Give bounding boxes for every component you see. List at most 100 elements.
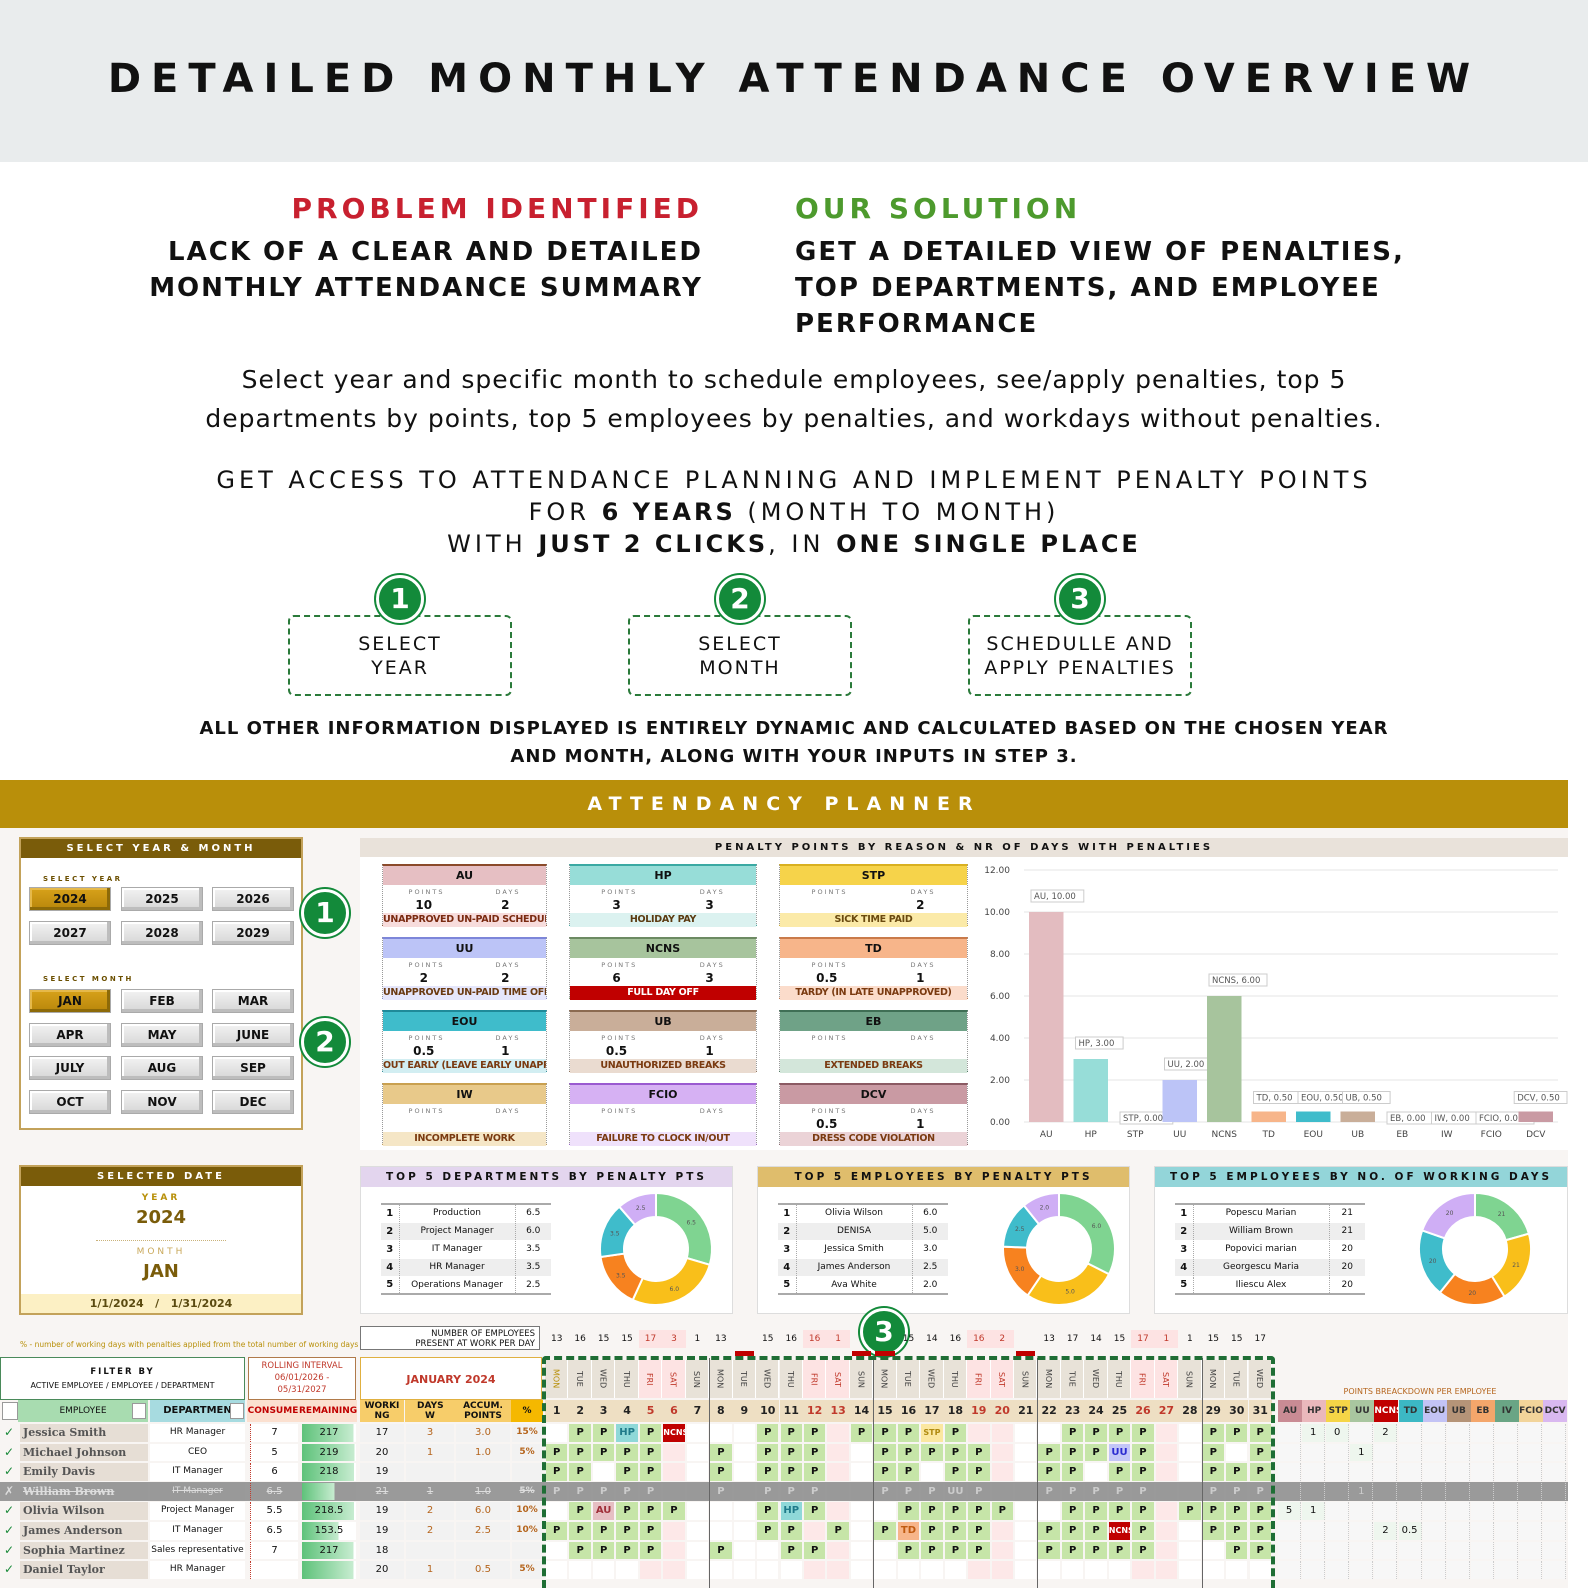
- attendance-cell[interactable]: [733, 1482, 756, 1501]
- attendance-cell[interactable]: P: [1202, 1502, 1225, 1520]
- attendance-cell[interactable]: P: [1249, 1463, 1271, 1481]
- attendance-cell[interactable]: P: [921, 1522, 943, 1540]
- attendance-cell[interactable]: [850, 1561, 873, 1579]
- attendance-cell[interactable]: P: [1132, 1482, 1154, 1501]
- attendance-cell[interactable]: P: [850, 1424, 873, 1442]
- attendance-cell[interactable]: [686, 1502, 709, 1520]
- attendance-cell[interactable]: [639, 1561, 662, 1579]
- attendance-cell[interactable]: [1038, 1561, 1060, 1579]
- attendance-cell[interactable]: P: [569, 1541, 591, 1560]
- attendance-cell[interactable]: P: [944, 1522, 967, 1540]
- attendance-cell[interactable]: P: [780, 1522, 802, 1540]
- attendance-cell[interactable]: [827, 1482, 849, 1501]
- attendance-cell[interactable]: P: [1202, 1424, 1225, 1442]
- attendance-cell[interactable]: P: [710, 1443, 732, 1462]
- attendance-cell[interactable]: P: [569, 1522, 591, 1540]
- attendance-cell[interactable]: P: [663, 1502, 685, 1520]
- attendance-cell[interactable]: [1226, 1443, 1248, 1462]
- attendance-cell[interactable]: P: [639, 1482, 662, 1501]
- attendance-cell[interactable]: P: [1249, 1502, 1271, 1520]
- attendance-cell[interactable]: [757, 1541, 779, 1560]
- active-checkbox[interactable]: ✓: [3, 1503, 15, 1518]
- attendance-cell[interactable]: [663, 1463, 685, 1481]
- year-button-2027[interactable]: 2027: [29, 921, 111, 945]
- attendance-cell[interactable]: P: [921, 1443, 943, 1462]
- month-button-nov[interactable]: NOV: [121, 1089, 203, 1114]
- month-button-sep[interactable]: SEP: [212, 1056, 294, 1080]
- attendance-cell[interactable]: [710, 1502, 732, 1520]
- attendance-cell[interactable]: [546, 1541, 568, 1560]
- year-button-2026[interactable]: 2026: [212, 887, 294, 911]
- attendance-cell[interactable]: P: [710, 1463, 732, 1481]
- attendance-cell[interactable]: P: [757, 1522, 779, 1540]
- attendance-cell[interactable]: [1179, 1482, 1201, 1501]
- attendance-cell[interactable]: NCNS: [1108, 1522, 1131, 1540]
- attendance-cell[interactable]: P: [592, 1424, 615, 1442]
- employee-name[interactable]: Daniel Taylor: [20, 1561, 148, 1579]
- attendance-cell[interactable]: [968, 1561, 990, 1579]
- active-checkbox[interactable]: ✓: [3, 1562, 15, 1577]
- attendance-cell[interactable]: P: [757, 1424, 779, 1442]
- active-checkbox[interactable]: ✓: [3, 1425, 15, 1439]
- month-button-oct[interactable]: OCT: [29, 1089, 111, 1114]
- attendance-cell[interactable]: [1202, 1561, 1225, 1579]
- attendance-cell[interactable]: P: [803, 1463, 826, 1481]
- attendance-cell[interactable]: P: [803, 1482, 826, 1501]
- attendance-cell[interactable]: [663, 1561, 685, 1579]
- attendance-cell[interactable]: [686, 1424, 709, 1442]
- year-button-2029[interactable]: 2029: [212, 921, 294, 945]
- attendance-cell[interactable]: P: [639, 1541, 662, 1560]
- attendance-cell[interactable]: P: [944, 1502, 967, 1520]
- attendance-cell[interactable]: P: [780, 1463, 802, 1481]
- attendance-cell[interactable]: P: [639, 1424, 662, 1442]
- attendance-cell[interactable]: P: [569, 1502, 591, 1520]
- attendance-cell[interactable]: P: [616, 1482, 638, 1501]
- attendance-cell[interactable]: [1108, 1561, 1131, 1579]
- attendance-cell[interactable]: P: [592, 1482, 615, 1501]
- attendance-cell[interactable]: P: [592, 1522, 615, 1540]
- month-button-jan[interactable]: JAN: [29, 989, 111, 1013]
- month-button-june[interactable]: JUNE: [212, 1022, 294, 1047]
- attendance-cell[interactable]: [1155, 1463, 1178, 1481]
- attendance-cell[interactable]: P: [780, 1482, 802, 1501]
- attendance-cell[interactable]: P: [569, 1463, 591, 1481]
- attendance-cell[interactable]: P: [1132, 1463, 1154, 1481]
- attendance-cell[interactable]: [710, 1522, 732, 1540]
- attendance-cell[interactable]: [850, 1443, 873, 1462]
- attendance-cell[interactable]: [592, 1561, 615, 1579]
- attendance-cell[interactable]: P: [968, 1443, 990, 1462]
- attendance-cell[interactable]: P: [616, 1541, 638, 1560]
- attendance-cell[interactable]: P: [546, 1522, 568, 1540]
- attendance-cell[interactable]: P: [944, 1463, 967, 1481]
- attendance-cell[interactable]: [1038, 1502, 1060, 1520]
- attendance-cell[interactable]: P: [1132, 1424, 1154, 1442]
- attendance-cell[interactable]: P: [1249, 1482, 1271, 1501]
- attendance-cell[interactable]: [1179, 1522, 1201, 1540]
- attendance-cell[interactable]: [944, 1561, 967, 1579]
- attendance-cell[interactable]: [850, 1502, 873, 1520]
- attendance-cell[interactable]: P: [780, 1443, 802, 1462]
- attendance-cell[interactable]: P: [639, 1443, 662, 1462]
- attendance-cell[interactable]: P: [897, 1443, 920, 1462]
- attendance-cell[interactable]: P: [1038, 1541, 1060, 1560]
- attendance-cell[interactable]: P: [1108, 1482, 1131, 1501]
- attendance-cell[interactable]: P: [803, 1443, 826, 1462]
- attendance-cell[interactable]: P: [616, 1463, 638, 1481]
- attendance-cell[interactable]: P: [780, 1541, 802, 1560]
- attendance-cell[interactable]: P: [1061, 1522, 1084, 1540]
- attendance-cell[interactable]: [686, 1482, 709, 1501]
- attendance-cell[interactable]: P: [1226, 1522, 1248, 1540]
- attendance-cell[interactable]: P: [1108, 1541, 1131, 1560]
- attendance-cell[interactable]: [991, 1482, 1013, 1501]
- attendance-cell[interactable]: P: [757, 1502, 779, 1520]
- active-checkbox[interactable]: ✓: [3, 1523, 15, 1537]
- attendance-cell[interactable]: [733, 1502, 756, 1520]
- attendance-cell[interactable]: [1179, 1463, 1201, 1481]
- attendance-cell[interactable]: [897, 1561, 920, 1579]
- attendance-cell[interactable]: [874, 1561, 896, 1579]
- attendance-cell[interactable]: [686, 1463, 709, 1481]
- attendance-cell[interactable]: P: [968, 1482, 990, 1501]
- attendance-cell[interactable]: [733, 1522, 756, 1540]
- attendance-cell[interactable]: AU: [592, 1502, 615, 1520]
- attendance-cell[interactable]: NCNS: [663, 1424, 685, 1442]
